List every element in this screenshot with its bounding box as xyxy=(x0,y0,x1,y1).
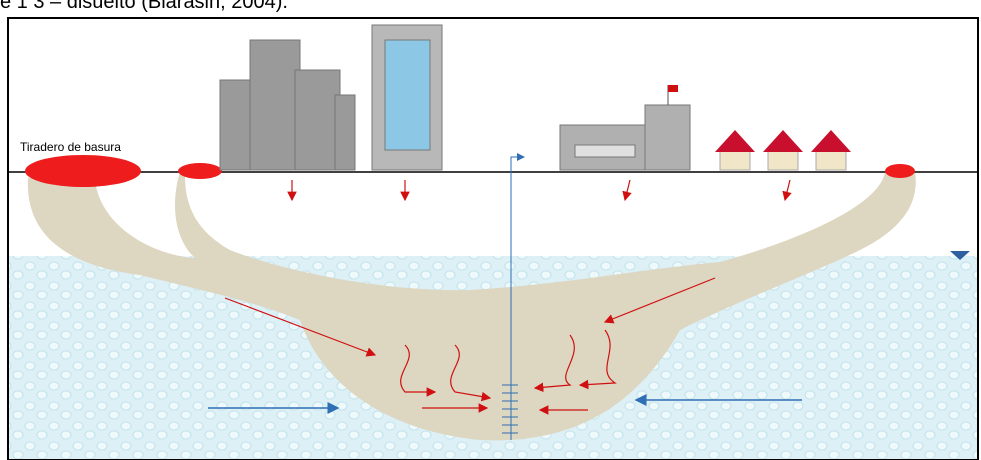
buildings xyxy=(219,24,691,171)
well-screen xyxy=(502,384,518,434)
houses xyxy=(715,130,851,171)
dump-label: Tiradero de basura xyxy=(20,140,121,154)
leachate-arrows xyxy=(224,179,792,415)
water-table-symbol xyxy=(950,251,970,260)
dump-small xyxy=(885,164,915,178)
caption: e 1 3 – disuelto (Blarasin, 2004). xyxy=(0,0,288,13)
dump xyxy=(25,155,141,187)
frame xyxy=(7,17,979,460)
flow-arrows xyxy=(208,153,802,440)
dump-small xyxy=(178,163,222,179)
plume xyxy=(27,172,916,441)
